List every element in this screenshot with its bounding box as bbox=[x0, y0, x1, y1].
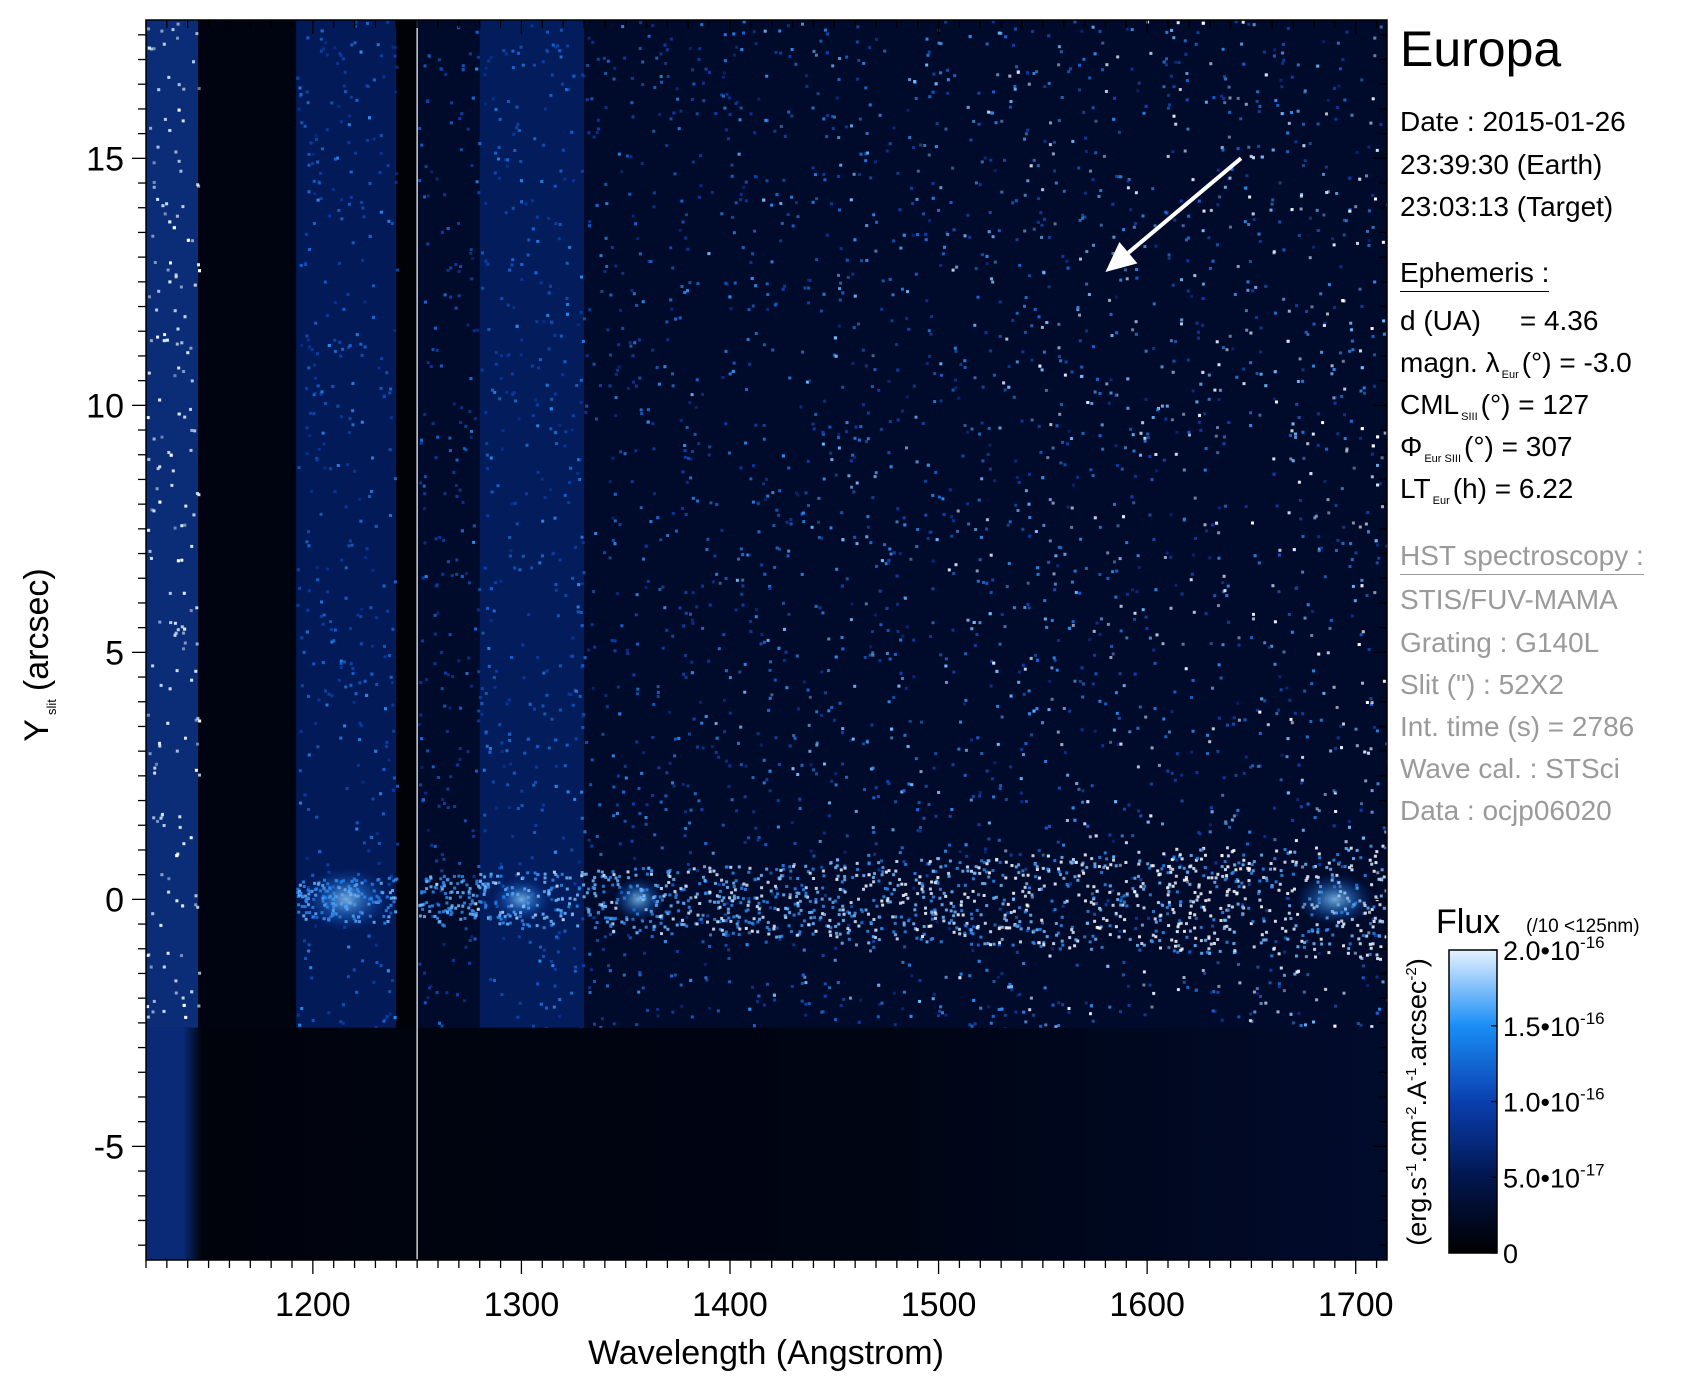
plot-frame bbox=[145, 19, 1388, 1261]
y-tick-label: 15 bbox=[86, 140, 124, 178]
oxygen-band bbox=[479, 20, 584, 1028]
colorbar: 0 5.0•10-17 1.0•10-16 1.5•10-16 2.0•10-16 Fl… bbox=[1402, 903, 1640, 1269]
x-tick-label: 1600 bbox=[1109, 1286, 1185, 1324]
y-tick-label: -5 bbox=[94, 1128, 124, 1166]
integration-time: Int. time (s) = 2786 bbox=[1400, 711, 1635, 742]
colorbar-gradient bbox=[1448, 949, 1498, 1254]
x-tick-label: 1700 bbox=[1318, 1286, 1394, 1324]
colorbar-note: (/10 <125nm) bbox=[1526, 916, 1640, 937]
colorbar-ticks: 0 5.0•10-17 1.0•10-16 1.5•10-16 2.0•10-16 bbox=[1491, 933, 1605, 1269]
grating: Grating : G140L bbox=[1400, 627, 1600, 658]
x-tick-label: 1500 bbox=[901, 1286, 977, 1324]
colorbar-unit-label: (erg.s-1.cm-2.A-1.arcsec-2) bbox=[1402, 958, 1432, 1245]
instrument: STIS/FUV-MAMA bbox=[1400, 584, 1618, 615]
x-tick-label: 1300 bbox=[484, 1286, 560, 1324]
y-tick-label: 5 bbox=[105, 634, 124, 672]
arrow-annotation bbox=[1127, 156, 1243, 255]
colorbar-title: Flux bbox=[1436, 903, 1500, 941]
colorbar-tick-label: 2.0•10-16 bbox=[1503, 933, 1605, 966]
cml-row: CML SIII (°) = 127 bbox=[1400, 389, 1590, 424]
dark-band bbox=[198, 20, 297, 1028]
latitude-row: magn. λ Eur (°) = -3.0 bbox=[1400, 347, 1632, 382]
ephemeris-title: Ephemeris : bbox=[1400, 257, 1550, 292]
earth-time: 23:39:30 (Earth) bbox=[1400, 149, 1603, 180]
bright-edge-band bbox=[146, 20, 199, 1028]
colorbar-tick-label: 1.0•10-16 bbox=[1503, 1085, 1605, 1118]
below-slit-region bbox=[146, 1027, 1387, 1260]
colorbar-tick-label: 0 bbox=[1503, 1239, 1518, 1269]
y-tick-label: 0 bbox=[105, 881, 124, 919]
lyman-alpha-band bbox=[296, 20, 397, 1028]
local-time-row: LT Eur (h) = 6.22 bbox=[1400, 473, 1574, 508]
gap-band bbox=[396, 20, 418, 1028]
colorbar-tick-label: 1.5•10-16 bbox=[1503, 1009, 1605, 1042]
distance-row: d (UA) = 4.36 bbox=[1400, 305, 1599, 336]
date-line: Date : 2015-01-26 bbox=[1400, 106, 1626, 137]
y-axis-label: Yslit(arcsec) bbox=[18, 568, 59, 741]
slit: Slit (") : 52X2 bbox=[1400, 669, 1564, 700]
wave-calibration: Wave cal. : STSci bbox=[1400, 753, 1620, 784]
x-axis-ticks: 1200 1300 1400 1500 1600 1700 bbox=[145, 20, 1394, 1324]
y-axis-ticks: -5 0 5 10 15 bbox=[86, 34, 1387, 1246]
target-name: Europa bbox=[1400, 21, 1562, 77]
colorbar-tick-label: 5.0•10-17 bbox=[1503, 1160, 1605, 1193]
data-id: Data : ocjp06020 bbox=[1400, 795, 1612, 826]
arrow-head bbox=[1105, 241, 1138, 272]
y-tick-label: 10 bbox=[86, 387, 124, 425]
x-axis-label: Wavelength (Angstrom) bbox=[588, 1334, 944, 1372]
spectrogram-image bbox=[146, 20, 1387, 1260]
phase-row: Φ Eur SIII (°) = 307 bbox=[1400, 431, 1573, 466]
x-tick-label: 1400 bbox=[692, 1286, 768, 1324]
x-tick-label: 1200 bbox=[275, 1286, 351, 1324]
hst-title: HST spectroscopy : bbox=[1400, 540, 1644, 575]
target-time: 23:03:13 (Target) bbox=[1400, 191, 1614, 222]
